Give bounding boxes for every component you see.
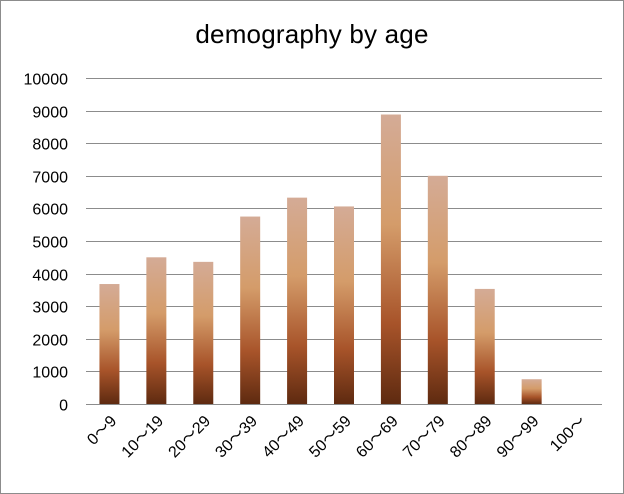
x-tick-label: 80～89 xyxy=(447,413,496,462)
bar-2 xyxy=(193,261,214,404)
x-tick-label: 90～99 xyxy=(494,413,543,462)
bar-1 xyxy=(146,257,167,404)
x-tick-label: 40～49 xyxy=(259,413,308,462)
y-tick-label: 8000 xyxy=(32,137,68,154)
y-tick-label: 2000 xyxy=(32,333,68,350)
y-axis-ticks: 0 1000 2000 3000 4000 5000 6000 7000 8000 9000 100… xyxy=(24,72,69,415)
chart-title: demography by age xyxy=(195,19,429,49)
y-tick-label: 9000 xyxy=(32,105,68,122)
y-tick-label: 6000 xyxy=(32,202,68,219)
y-tick-label: 4000 xyxy=(32,268,68,285)
y-tick-label: 3000 xyxy=(32,300,68,317)
y-tick-label: 0 xyxy=(59,398,68,415)
x-tick-label: 70～79 xyxy=(400,413,449,462)
x-tick-label: 100～ xyxy=(547,413,589,455)
bar-5 xyxy=(334,206,354,404)
x-tick-label: 0～9 xyxy=(84,413,120,449)
y-tick-label: 5000 xyxy=(32,235,68,252)
y-tick-label: 10000 xyxy=(24,72,69,89)
bar-8 xyxy=(474,288,495,404)
bar-0 xyxy=(99,284,120,404)
bar-4 xyxy=(287,197,308,404)
x-tick-label: 20～29 xyxy=(166,413,215,462)
x-tick-label: 30～39 xyxy=(212,413,261,462)
bar-6 xyxy=(380,114,401,404)
bars xyxy=(99,114,542,404)
x-axis-ticks: 0～910～1920～2930～3940～4950～5960～6970～7980… xyxy=(84,413,589,462)
x-tick-label: 60～69 xyxy=(353,413,402,462)
bar-3 xyxy=(240,216,261,404)
bar-9 xyxy=(521,379,542,404)
y-tick-label: 1000 xyxy=(32,365,68,382)
x-tick-label: 10～19 xyxy=(119,413,168,462)
y-tick-label: 7000 xyxy=(32,170,68,187)
bar-7 xyxy=(427,175,448,404)
x-tick-label: 50～59 xyxy=(306,413,355,462)
